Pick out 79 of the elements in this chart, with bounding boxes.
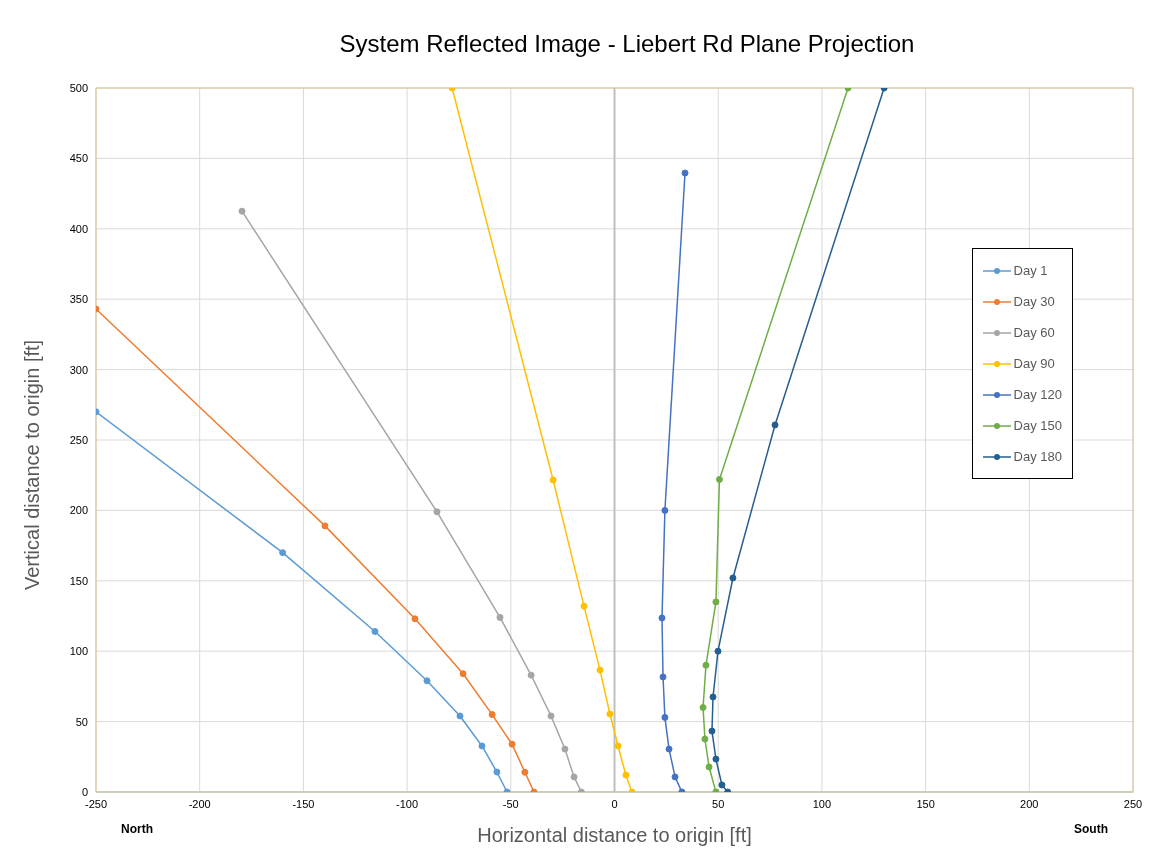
legend-label: Day 90 [1013, 356, 1055, 371]
legend-label: Day 1 [1013, 263, 1048, 278]
point [423, 677, 431, 685]
point [665, 745, 673, 753]
x-tick-label: 150 [916, 797, 935, 810]
x-tick-label: -200 [188, 797, 211, 810]
legend-label: Day 120 [1013, 387, 1062, 402]
chart-title: System Reflected Image - Liebert Rd Plane Projection [338, 30, 916, 58]
point [411, 615, 419, 623]
point [718, 781, 726, 789]
point [321, 522, 329, 530]
text: South [1074, 822, 1108, 836]
point [570, 773, 578, 781]
point [456, 712, 464, 720]
y-tick-label: 350 [69, 293, 88, 306]
point [433, 508, 441, 516]
x-tick-label: -250 [84, 797, 108, 810]
point [709, 693, 717, 701]
point [478, 742, 486, 750]
point [279, 549, 287, 557]
point [681, 169, 689, 177]
legend-label: Day 30 [1013, 294, 1055, 309]
point [659, 673, 667, 681]
y-tick-label: 250 [69, 433, 88, 446]
point [712, 755, 720, 763]
y-tick-label: 150 [69, 574, 88, 587]
point [715, 475, 723, 483]
point [496, 613, 504, 621]
point [488, 711, 496, 719]
y-tick-label: 100 [69, 645, 88, 658]
y-tick-label: 300 [69, 363, 88, 376]
point [606, 710, 614, 718]
legend-label: Day 180 [1013, 449, 1062, 464]
text: North [121, 822, 153, 836]
x-tick-label: 250 [1123, 797, 1143, 810]
y-tick-label: 50 [75, 715, 88, 728]
point [459, 670, 467, 678]
point [708, 727, 716, 735]
point [771, 421, 779, 429]
point [580, 602, 588, 610]
x-tick-label: 50 [712, 797, 725, 810]
point [699, 704, 707, 712]
y-tick-label: 450 [69, 152, 88, 165]
point [701, 735, 709, 743]
x-axis-title: Horizontal distance to origin [ft] [477, 824, 752, 846]
point [661, 713, 669, 721]
y-axis-title: Vertical distance to origin [ft] [21, 339, 44, 590]
legend-label: Day 60 [1013, 325, 1055, 340]
point [561, 745, 569, 753]
x-tick-label: 0 [611, 797, 618, 810]
point [493, 768, 501, 776]
point [547, 712, 555, 720]
y-tick-label: 500 [69, 81, 88, 94]
point [671, 773, 679, 781]
point [658, 614, 666, 622]
y-tick-label: 200 [69, 504, 88, 517]
point [712, 598, 720, 606]
point [549, 476, 557, 484]
point [614, 742, 622, 750]
point [508, 740, 516, 748]
x-tick-label: -50 [502, 797, 519, 810]
point [729, 574, 737, 582]
point [527, 671, 535, 679]
point [371, 627, 379, 635]
point [705, 763, 713, 771]
x-tick-label: -100 [396, 797, 419, 810]
x-tick-label: 200 [1020, 797, 1039, 810]
legend-label: Day 150 [1013, 418, 1062, 433]
point [622, 771, 630, 779]
point [238, 207, 246, 215]
x-tick-label: -150 [292, 797, 315, 810]
y-tick-label: 0 [81, 785, 88, 798]
point [596, 666, 604, 674]
point [521, 768, 529, 776]
point [714, 647, 722, 655]
point [661, 506, 669, 514]
x-tick-label: 100 [812, 797, 832, 810]
point [702, 661, 710, 669]
y-tick-label: 400 [69, 222, 88, 235]
